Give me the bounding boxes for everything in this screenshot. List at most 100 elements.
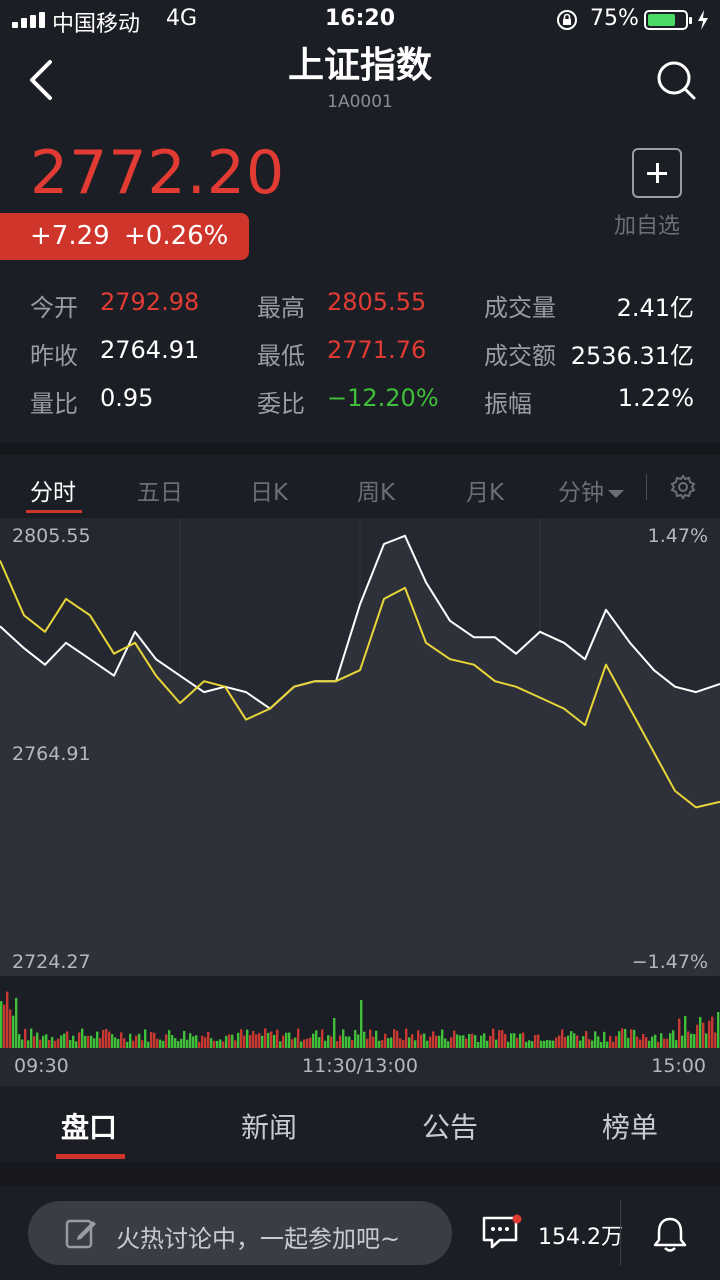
volume-bar [375,1030,378,1048]
volume-bar [156,1038,159,1048]
volume-bar [216,1040,219,1048]
volume-bar [66,1031,69,1048]
volume-bar [477,1041,480,1048]
volume-bar [447,1041,450,1048]
tab-five-day[interactable]: 五日 [137,480,183,506]
volume-bar [333,1018,336,1048]
tab-daily-k[interactable]: 日K [250,480,289,506]
volume-bar [417,1030,420,1048]
change-percent: +0.26% [124,221,229,251]
volume-bar [378,1040,381,1048]
volume-bar [411,1034,414,1048]
volume-bar [402,1040,405,1048]
volume-bar [75,1041,78,1048]
volume-bar [126,1041,129,1048]
volume-bar [144,1029,147,1048]
tab-announcements[interactable]: 公告 [422,1111,479,1144]
volume-bar [348,1036,351,1048]
charging-icon [698,10,708,30]
tab-order-book[interactable]: 盘口 [61,1111,118,1144]
volume-bar [21,1039,24,1048]
bottom-bar-divider [620,1200,621,1266]
volume-bar [519,1033,522,1048]
edit-icon [65,1219,96,1249]
volume-bar [219,1039,222,1048]
add-watchlist-label[interactable]: 加自选 [614,214,681,239]
volume-bar [165,1034,168,1048]
volume-bar [141,1040,144,1048]
volume-bar [231,1034,234,1048]
y-axis-top-label: 2805.55 [12,525,91,547]
comment-icon[interactable] [480,1214,522,1252]
volume-bar [102,1029,105,1048]
volume-bar [306,1038,309,1048]
discussion-placeholder[interactable]: 火热讨论中，一起参加吧~ [116,1225,401,1253]
volume-bar [540,1040,543,1048]
volume-bar [36,1032,39,1048]
volume-bar [297,1028,300,1048]
volume-bar [399,1038,402,1048]
tab-rankings[interactable]: 榜单 [602,1111,659,1144]
volume-bar [309,1037,312,1048]
volume-bar [192,1036,195,1048]
stock-code: 1A0001 [327,92,393,112]
tab-monthly-k[interactable]: 月K [466,480,505,506]
volume-label: 成交量 [484,294,556,322]
tab-minute[interactable]: 分钟 [558,473,624,507]
prev-close-label: 昨收 [30,342,78,370]
y-axis-mid-label: 2764.91 [12,743,91,765]
volume-bar [72,1035,75,1048]
tab-intraday[interactable]: 分时 [30,480,76,506]
volume-bar [678,1018,681,1048]
bell-icon[interactable] [650,1214,690,1254]
volume-bar [195,1035,198,1048]
volume-bar [468,1034,471,1048]
volume-bar [552,1040,555,1048]
volume-bar [45,1034,48,1048]
volume-bar [609,1035,612,1048]
x-tick-label: 09:30 [14,1055,69,1077]
volume-bar [96,1031,99,1048]
volume-bar [699,1017,702,1048]
volume-bar [600,1041,603,1048]
back-icon[interactable] [20,58,64,102]
volume-bar [366,1038,369,1048]
add-watchlist-button[interactable] [632,148,682,198]
intraday-chart[interactable]: 2805.55 2764.91 2724.27 1.47% −1.47% 09:30 11:… [0,518,720,1086]
chart-tabs: 分时 五日 日K 周K 月K 分钟 [0,455,720,519]
tab-weekly-k[interactable]: 周K [357,480,396,506]
volume-bar [492,1028,495,1048]
volume-bar [147,1041,150,1048]
volume-bar [357,1034,360,1048]
current-price: 2772.20 [30,138,286,208]
volume-bar [171,1035,174,1048]
search-icon[interactable] [654,58,698,102]
tab-news[interactable]: 新闻 [241,1111,298,1144]
volume-bar [132,1040,135,1048]
change-value: +7.29 [30,221,110,251]
volume-bar [30,1028,33,1048]
volume-bar [543,1040,546,1048]
volume-bar [516,1037,519,1048]
volume-bar [369,1029,372,1048]
volume-bar [105,1029,108,1048]
volume-bar [564,1036,567,1048]
volume-bar [462,1035,465,1048]
prev-close-value: 2764.91 [100,336,200,364]
volume-bar [339,1035,342,1048]
discussion-input[interactable] [28,1201,452,1265]
volume-bar [528,1040,531,1048]
bid-ratio-value: −12.20% [327,384,439,412]
volume-bar [252,1030,255,1048]
volume-ratio-value: 0.95 [100,384,154,412]
volume-bar [363,1031,366,1048]
volume-bar [651,1036,654,1048]
volume-bar [405,1028,408,1048]
volume-bar [255,1034,258,1048]
amplitude-value: 1.22% [617,384,694,412]
volume-bar [684,1016,687,1048]
clock: 16:20 [324,6,396,31]
orientation-lock-icon [557,10,577,30]
gear-icon[interactable] [670,474,696,500]
volume-bar [702,1022,705,1048]
